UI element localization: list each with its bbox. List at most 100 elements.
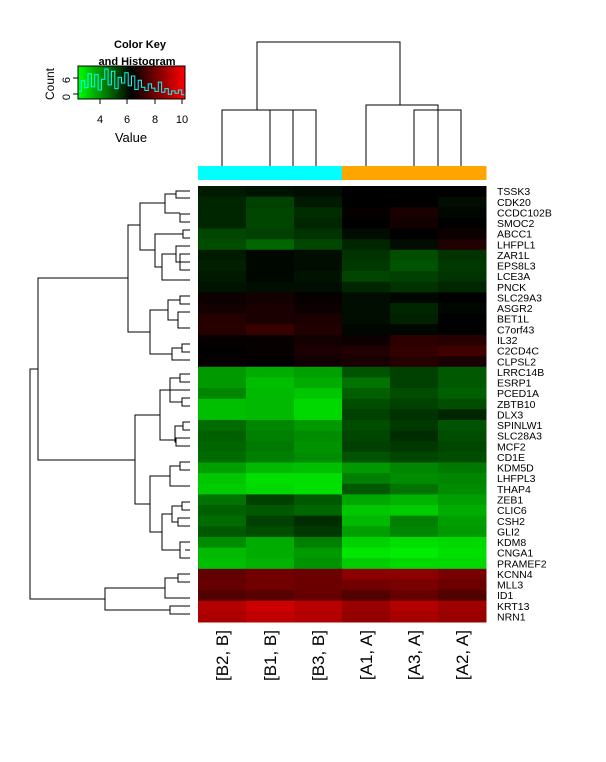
heatmap-cell <box>198 217 247 230</box>
row-label: ID1 <box>497 590 514 602</box>
row-dend-root <box>29 368 105 600</box>
heatmap-cell <box>342 186 391 198</box>
row-label: C7orf43 <box>497 324 535 336</box>
heatmap-cell <box>342 441 391 453</box>
heatmap-cell <box>246 515 295 527</box>
heatmap-cell <box>390 228 439 240</box>
heatmap-cell <box>246 281 295 293</box>
heatmap-cell <box>198 398 247 410</box>
heatmap-cell <box>390 558 439 570</box>
heatmap-cell <box>438 377 487 389</box>
heatmap-cell <box>198 611 247 623</box>
heatmap-cell <box>246 302 295 315</box>
heatmap-cell <box>294 260 343 272</box>
heatmap-cell <box>342 547 391 559</box>
heatmap-cell <box>342 568 391 580</box>
color-key-y-axis: 0 6 <box>61 76 79 100</box>
color-key-ytick: 6 <box>61 77 73 83</box>
heatmap-cell <box>198 526 247 538</box>
heatmap-cell <box>342 600 391 612</box>
row-label: PNCK <box>497 282 526 294</box>
heatmap-cell <box>438 260 487 272</box>
heatmap-cell <box>438 388 487 400</box>
heatmap-cell <box>246 186 295 198</box>
heatmap-cell <box>246 271 295 283</box>
heatmap-cell <box>342 302 391 315</box>
row-label: KRT13 <box>497 601 530 613</box>
heatmap-cell <box>246 558 295 570</box>
heatmap-cell <box>438 451 487 463</box>
heatmap-cell <box>438 419 487 432</box>
heatmap-cell <box>438 483 487 495</box>
heatmap-cell <box>342 281 391 293</box>
column-label: [B3, B] <box>309 630 328 681</box>
heatmap-cell <box>390 398 439 410</box>
row-label: CNGA1 <box>497 548 533 560</box>
heatmap-cell <box>390 494 439 506</box>
heatmap-cell <box>342 558 391 570</box>
heatmap-cell <box>438 600 487 612</box>
heatmap-cell <box>198 366 247 378</box>
heatmap-cell <box>390 441 439 453</box>
row-dendrogram <box>29 190 190 615</box>
heatmap-cell <box>438 324 487 336</box>
row-label: ABCC1 <box>497 229 532 241</box>
heatmap-cell <box>246 313 295 325</box>
heatmap-cell <box>198 207 247 219</box>
heatmap-cell <box>294 558 343 570</box>
heatmap-cell <box>294 186 343 198</box>
heatmap-cell <box>294 249 343 261</box>
row-label: ASGR2 <box>497 303 533 315</box>
color-key-xtick: 4 <box>97 114 103 126</box>
heatmap-cell <box>294 228 343 240</box>
heatmap-cell <box>198 271 247 283</box>
row-label: PRAMEF2 <box>497 558 547 570</box>
heatmap-cell <box>390 377 439 389</box>
heatmap-cell <box>390 600 439 612</box>
row-label: SMOC2 <box>497 218 535 230</box>
row-label: ZAR1L <box>497 250 530 262</box>
heatmap-cell <box>246 196 295 208</box>
heatmap-cell <box>246 505 295 517</box>
heatmap-cell <box>438 345 487 357</box>
row-label: DLX3 <box>497 409 523 421</box>
heatmap-cell <box>390 430 439 442</box>
heatmap-cell <box>198 377 247 389</box>
heatmap-cell <box>246 419 295 432</box>
color-key-xtick: 6 <box>124 114 130 126</box>
heatmap-cell <box>294 536 343 549</box>
heatmap-cell <box>438 515 487 527</box>
heatmap-cell <box>246 568 295 580</box>
row-label: CLPSL2 <box>497 356 536 368</box>
color-key-xlabel: Value <box>115 130 147 145</box>
heatmap-cell <box>246 366 295 378</box>
heatmap-cell <box>294 207 343 219</box>
row-label: NRN1 <box>497 611 526 623</box>
row-label: ZEB1 <box>497 495 523 507</box>
color-key-subtitle: and Histogram <box>98 56 175 68</box>
heatmap-cell <box>390 356 439 368</box>
heatmap-cell <box>438 558 487 570</box>
heatmap-cell <box>342 271 391 283</box>
heatmap-cell <box>342 345 391 357</box>
heatmap-cell <box>198 419 247 432</box>
color-key-ylabel: Count <box>43 67 57 100</box>
heatmap-cell <box>438 217 487 230</box>
heatmap-cell <box>294 409 343 421</box>
row-label: C2CD4C <box>497 346 539 358</box>
row-label: CD1E <box>497 452 525 464</box>
heatmap-cell <box>294 324 343 336</box>
heatmap-cell <box>294 494 343 506</box>
heatmap-cell <box>198 494 247 506</box>
row-label: KCNN4 <box>497 569 533 581</box>
heatmap-cell <box>438 473 487 485</box>
heatmap-cell <box>390 483 439 495</box>
heatmap-cell <box>294 600 343 612</box>
heatmap-cell <box>246 579 295 591</box>
row-label: EPS8L3 <box>497 261 536 273</box>
heatmap-cell <box>390 611 439 623</box>
heatmap-cell <box>390 515 439 527</box>
heatmap-cell <box>390 324 439 336</box>
col-dend-branch <box>365 104 439 167</box>
heatmap-cell <box>246 356 295 368</box>
